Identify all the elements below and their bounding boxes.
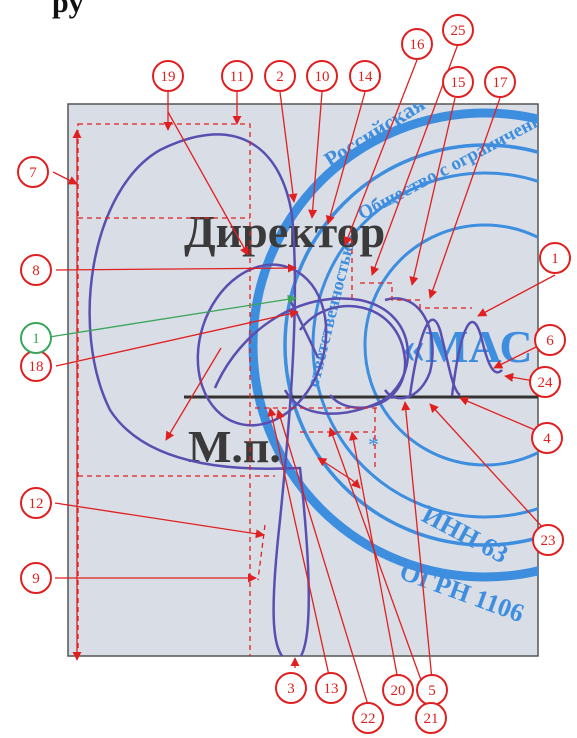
callout-c9: 9	[20, 562, 52, 594]
callout-circle	[442, 14, 474, 46]
callout-label: 20	[391, 683, 406, 699]
callout-label: 23	[541, 533, 556, 549]
callout-label: 22	[361, 711, 376, 727]
callout-c18: 18	[20, 350, 52, 382]
title-word: Директор	[184, 206, 385, 257]
callout-circle	[529, 366, 561, 398]
callout-label: 18	[29, 359, 44, 375]
callout-label: 12	[29, 496, 44, 512]
callout-circle	[275, 672, 307, 704]
callout-c8: 8	[20, 254, 52, 286]
callout-c12: 12	[20, 487, 52, 519]
callout-label: 1	[551, 251, 559, 267]
callout-circle	[20, 562, 52, 594]
callout-c16: 16	[401, 28, 433, 60]
callout-circle	[349, 60, 381, 92]
callout-circle	[531, 422, 563, 454]
callout-circle	[17, 156, 49, 188]
callout-label: 19	[161, 69, 176, 85]
callout-c21: 21	[415, 702, 447, 734]
callout-label: 14	[358, 69, 374, 85]
callout-label: 10	[315, 69, 330, 85]
callout-circle	[20, 322, 52, 354]
callout-circle	[442, 66, 474, 98]
callout-label: 2	[276, 69, 284, 85]
callout-c14: 14	[349, 60, 381, 92]
callout-circle	[352, 702, 384, 734]
callout-circle	[152, 60, 184, 92]
stamp-star: *	[368, 432, 379, 457]
callout-circle	[20, 254, 52, 286]
callout-c7: 7	[17, 156, 49, 188]
callout-c22: 22	[352, 702, 384, 734]
callout-label: 6	[546, 333, 554, 349]
callout-label: 24	[538, 375, 554, 391]
callout-circle	[484, 66, 516, 98]
callout-circle	[532, 524, 564, 556]
callout-label: 5	[428, 683, 436, 699]
leader-lines	[42, 43, 556, 706]
callout-c1r: 1	[539, 242, 571, 274]
callout-circle	[221, 60, 253, 92]
callout-circle	[264, 60, 296, 92]
callout-label: 17	[493, 75, 509, 91]
callout-c1g: 1	[20, 322, 52, 354]
callout-circle	[315, 672, 347, 704]
callout-c15: 15	[442, 66, 474, 98]
callout-c5: 5	[416, 674, 448, 706]
callout-circle	[382, 674, 414, 706]
cropped-heading-text: py	[52, 0, 84, 19]
callout-circle	[401, 28, 433, 60]
callout-c2: 2	[264, 60, 296, 92]
callout-label: 21	[424, 711, 439, 727]
callout-label: 8	[32, 263, 40, 279]
callout-label: 13	[324, 681, 339, 697]
callout-c25: 25	[442, 14, 474, 46]
callout-circle	[20, 487, 52, 519]
callout-label: 4	[543, 431, 551, 447]
callout-circle	[534, 324, 566, 356]
callout-label: 15	[451, 75, 466, 91]
signature-strokes	[88, 133, 503, 656]
callout-c20: 20	[382, 674, 414, 706]
callout-c6: 6	[534, 324, 566, 356]
callout-circle	[415, 702, 447, 734]
callout-label: 1	[32, 331, 40, 347]
callout-label: 7	[29, 165, 37, 181]
callout-c10: 10	[306, 60, 338, 92]
callout-c19: 19	[152, 60, 184, 92]
callout-label: 3	[287, 681, 295, 697]
callout-label: 16	[410, 37, 426, 53]
callout-c11: 11	[221, 60, 253, 92]
callout-circle	[539, 242, 571, 274]
callout-c13: 13	[315, 672, 347, 704]
callout-c4: 4	[531, 422, 563, 454]
callout-c23: 23	[532, 524, 564, 556]
callout-circle	[306, 60, 338, 92]
callout-label: 11	[230, 69, 244, 85]
callout-label: 9	[32, 571, 40, 587]
callout-c3: 3	[275, 672, 307, 704]
callout-c17: 17	[484, 66, 516, 98]
callout-label: 25	[451, 23, 466, 39]
callout-c24: 24	[529, 366, 561, 398]
